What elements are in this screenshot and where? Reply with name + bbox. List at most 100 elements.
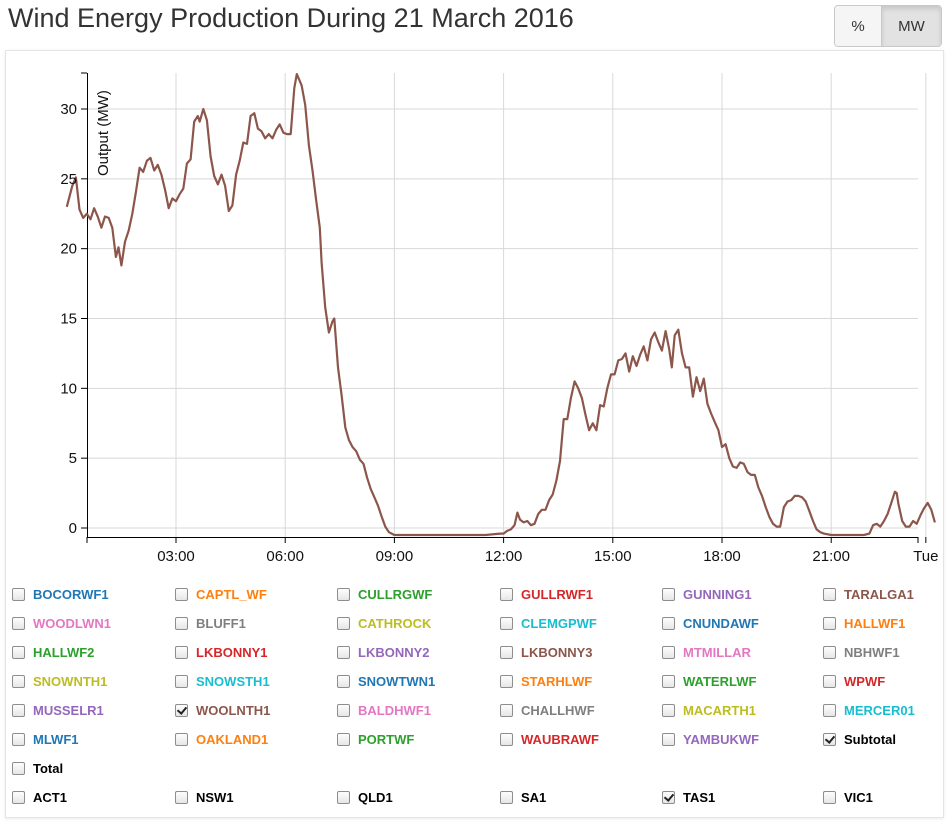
legend-label: BOCORWF1 (33, 587, 109, 602)
legend-checkbox[interactable] (175, 646, 188, 659)
legend-checkbox[interactable] (823, 704, 836, 717)
legend-item-snownth1[interactable]: SNOWNTH1 (12, 674, 107, 689)
legend-item-cathrock[interactable]: CATHROCK (337, 616, 431, 631)
legend-checkbox[interactable] (500, 791, 513, 804)
legend-checkbox[interactable] (823, 617, 836, 630)
legend-checkbox[interactable] (337, 617, 350, 630)
legend-checkbox[interactable] (662, 617, 675, 630)
legend-checkbox[interactable] (12, 791, 25, 804)
legend-checkbox[interactable] (823, 675, 836, 688)
legend-item-wpwf[interactable]: WPWF (823, 674, 885, 689)
legend-checkbox[interactable] (337, 733, 350, 746)
legend-checkbox[interactable] (500, 617, 513, 630)
legend-checkbox[interactable] (500, 704, 513, 717)
legend-label: OAKLAND1 (196, 732, 269, 747)
legend-checkbox[interactable] (175, 733, 188, 746)
legend-item-woodlwn1[interactable]: WOODLWN1 (12, 616, 111, 631)
legend-checkbox[interactable] (823, 791, 836, 804)
legend-item-waubrawf[interactable]: WAUBRAWF (500, 732, 599, 747)
legend-checkbox[interactable] (662, 733, 675, 746)
legend-item-subtotal[interactable]: Subtotal (823, 732, 896, 747)
legend-checkbox[interactable] (823, 588, 836, 601)
legend-label: MTMILLAR (683, 645, 751, 660)
legend-checkbox[interactable] (337, 791, 350, 804)
legend-checkbox[interactable] (175, 588, 188, 601)
legend-checkbox[interactable] (662, 646, 675, 659)
legend-checkbox[interactable] (175, 704, 188, 717)
legend-item-total[interactable]: Total (12, 761, 63, 776)
legend-checkbox[interactable] (12, 762, 25, 775)
legend-item-lkbonny2[interactable]: LKBONNY2 (337, 645, 430, 660)
legend-item-gullrwf1[interactable]: GULLRWF1 (500, 587, 593, 602)
legend-checkbox[interactable] (337, 588, 350, 601)
legend-checkbox[interactable] (500, 588, 513, 601)
legend-item-sa1[interactable]: SA1 (500, 790, 546, 805)
legend-checkbox[interactable] (500, 733, 513, 746)
legend-checkbox[interactable] (823, 733, 836, 746)
legend-checkbox[interactable] (337, 675, 350, 688)
legend-item-snowsth1[interactable]: SNOWSTH1 (175, 674, 270, 689)
legend-item-lkbonny3[interactable]: LKBONNY3 (500, 645, 593, 660)
legend-checkbox[interactable] (662, 791, 675, 804)
legend-checkbox[interactable] (337, 646, 350, 659)
legend-checkbox[interactable] (12, 617, 25, 630)
x-tick-label: 09:00 (376, 548, 414, 565)
legend-checkbox[interactable] (12, 588, 25, 601)
legend-item-musselr1[interactable]: MUSSELR1 (12, 703, 104, 718)
legend-item-macarth1[interactable]: MACARTH1 (662, 703, 756, 718)
legend-item-clemgpwf[interactable]: CLEMGPWF (500, 616, 597, 631)
legend-item-hallwf2[interactable]: HALLWF2 (12, 645, 94, 660)
legend-item-starhlwf[interactable]: STARHLWF (500, 674, 592, 689)
legend-checkbox[interactable] (500, 675, 513, 688)
legend-item-cullrgwf[interactable]: CULLRGWF (337, 587, 432, 602)
legend-checkbox[interactable] (175, 675, 188, 688)
legend-item-challhwf[interactable]: CHALLHWF (500, 703, 595, 718)
legend-item-woolnth1[interactable]: WOOLNTH1 (175, 703, 270, 718)
legend-checkbox[interactable] (175, 617, 188, 630)
legend-checkbox[interactable] (500, 646, 513, 659)
legend-item-tas1[interactable]: TAS1 (662, 790, 715, 805)
legend-checkbox[interactable] (175, 791, 188, 804)
legend-checkbox[interactable] (12, 704, 25, 717)
legend-label: CLEMGPWF (521, 616, 597, 631)
legend-item-baldhwf1[interactable]: BALDHWF1 (337, 703, 431, 718)
legend-item-act1[interactable]: ACT1 (12, 790, 67, 805)
legend-checkbox[interactable] (12, 646, 25, 659)
x-tick-label: 18:00 (703, 548, 741, 565)
legend-label: HALLWF1 (844, 616, 906, 631)
legend-item-nsw1[interactable]: NSW1 (175, 790, 234, 805)
legend-item-gunning1[interactable]: GUNNING1 (662, 587, 752, 602)
legend-checkbox[interactable] (662, 588, 675, 601)
legend-item-cnundawf[interactable]: CNUNDAWF (662, 616, 759, 631)
legend-item-oakland1[interactable]: OAKLAND1 (175, 732, 268, 747)
legend-checkbox[interactable] (12, 675, 25, 688)
legend-checkbox[interactable] (662, 675, 675, 688)
legend-item-qld1[interactable]: QLD1 (337, 790, 393, 805)
legend-item-taralga1[interactable]: TARALGA1 (823, 587, 914, 602)
legend-item-yambukwf[interactable]: YAMBUKWF (662, 732, 759, 747)
legend-item-portwf[interactable]: PORTWF (337, 732, 414, 747)
legend-checkbox[interactable] (823, 646, 836, 659)
legend-checkbox[interactable] (337, 704, 350, 717)
legend-item-hallwf1[interactable]: HALLWF1 (823, 616, 905, 631)
legend-checkbox[interactable] (12, 733, 25, 746)
legend-item-bluff1[interactable]: BLUFF1 (175, 616, 246, 631)
legend-label: HALLWF2 (33, 645, 95, 660)
legend-item-mtmillar[interactable]: MTMILLAR (662, 645, 751, 660)
legend-item-lkbonny1[interactable]: LKBONNY1 (175, 645, 268, 660)
percent-toggle-button[interactable]: % (835, 6, 881, 46)
legend-item-nbhwf1[interactable]: NBHWF1 (823, 645, 900, 660)
legend-label: SA1 (521, 790, 547, 805)
legend-item-mlwf1[interactable]: MLWF1 (12, 732, 79, 747)
x-tick-label: 03:00 (157, 548, 195, 565)
legend-item-mercer01[interactable]: MERCER01 (823, 703, 915, 718)
mw-toggle-button[interactable]: MW (881, 6, 941, 46)
legend-item-bocorwf1[interactable]: BOCORWF1 (12, 587, 109, 602)
legend-item-captl_wf[interactable]: CAPTL_WF (175, 587, 267, 602)
legend-label: WOOLNTH1 (196, 703, 271, 718)
legend-label: SNOWNTH1 (33, 674, 108, 689)
legend-item-snowtwn1[interactable]: SNOWTWN1 (337, 674, 435, 689)
legend-item-vic1[interactable]: VIC1 (823, 790, 873, 805)
legend-item-waterlwf[interactable]: WATERLWF (662, 674, 756, 689)
legend-checkbox[interactable] (662, 704, 675, 717)
